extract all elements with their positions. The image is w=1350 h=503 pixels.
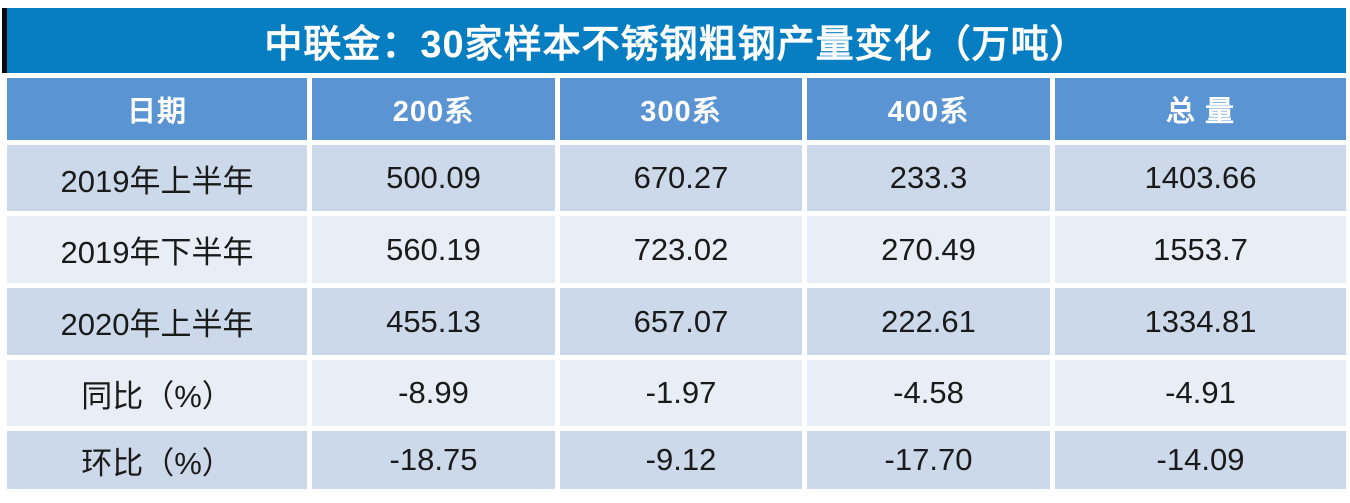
production-table: 中联金：30家样本不锈钢粗钢产量变化（万吨） 日期 200系 300系 400系… bbox=[2, 8, 1346, 489]
table-cell: 270.49 bbox=[807, 216, 1050, 283]
table-cell: -14.09 bbox=[1055, 431, 1346, 489]
column-header-200: 200系 bbox=[312, 78, 555, 140]
table-cell: -4.91 bbox=[1055, 360, 1346, 426]
row-label: 2020年上半年 bbox=[7, 288, 307, 355]
table-cell: -4.58 bbox=[807, 360, 1050, 426]
table-cell: 560.19 bbox=[312, 216, 555, 283]
table-cell: -17.70 bbox=[807, 431, 1050, 489]
column-header-total: 总 量 bbox=[1055, 78, 1346, 140]
column-header-date: 日期 bbox=[7, 78, 307, 140]
column-header-300: 300系 bbox=[560, 78, 802, 140]
table-cell: 1334.81 bbox=[1055, 288, 1346, 355]
column-header-400: 400系 bbox=[807, 78, 1050, 140]
table-cell: 657.07 bbox=[560, 288, 802, 355]
table-title: 中联金：30家样本不锈钢粗钢产量变化（万吨） bbox=[2, 8, 1346, 73]
table-cell: -18.75 bbox=[312, 431, 555, 489]
row-label: 同比（%） bbox=[7, 360, 307, 426]
table-cell: -8.99 bbox=[312, 360, 555, 426]
table-cell: 500.09 bbox=[312, 145, 555, 211]
row-label: 2019年下半年 bbox=[7, 216, 307, 283]
table-cell: 1553.7 bbox=[1055, 216, 1346, 283]
table-cell: -1.97 bbox=[560, 360, 802, 426]
table-cell: 723.02 bbox=[560, 216, 802, 283]
row-label: 2019年上半年 bbox=[7, 145, 307, 211]
table-cell: -9.12 bbox=[560, 431, 802, 489]
table-cell: 670.27 bbox=[560, 145, 802, 211]
table-cell: 1403.66 bbox=[1055, 145, 1346, 211]
table-cell: 233.3 bbox=[807, 145, 1050, 211]
row-label: 环比（%） bbox=[7, 431, 307, 489]
table-cell: 222.61 bbox=[807, 288, 1050, 355]
table-cell: 455.13 bbox=[312, 288, 555, 355]
